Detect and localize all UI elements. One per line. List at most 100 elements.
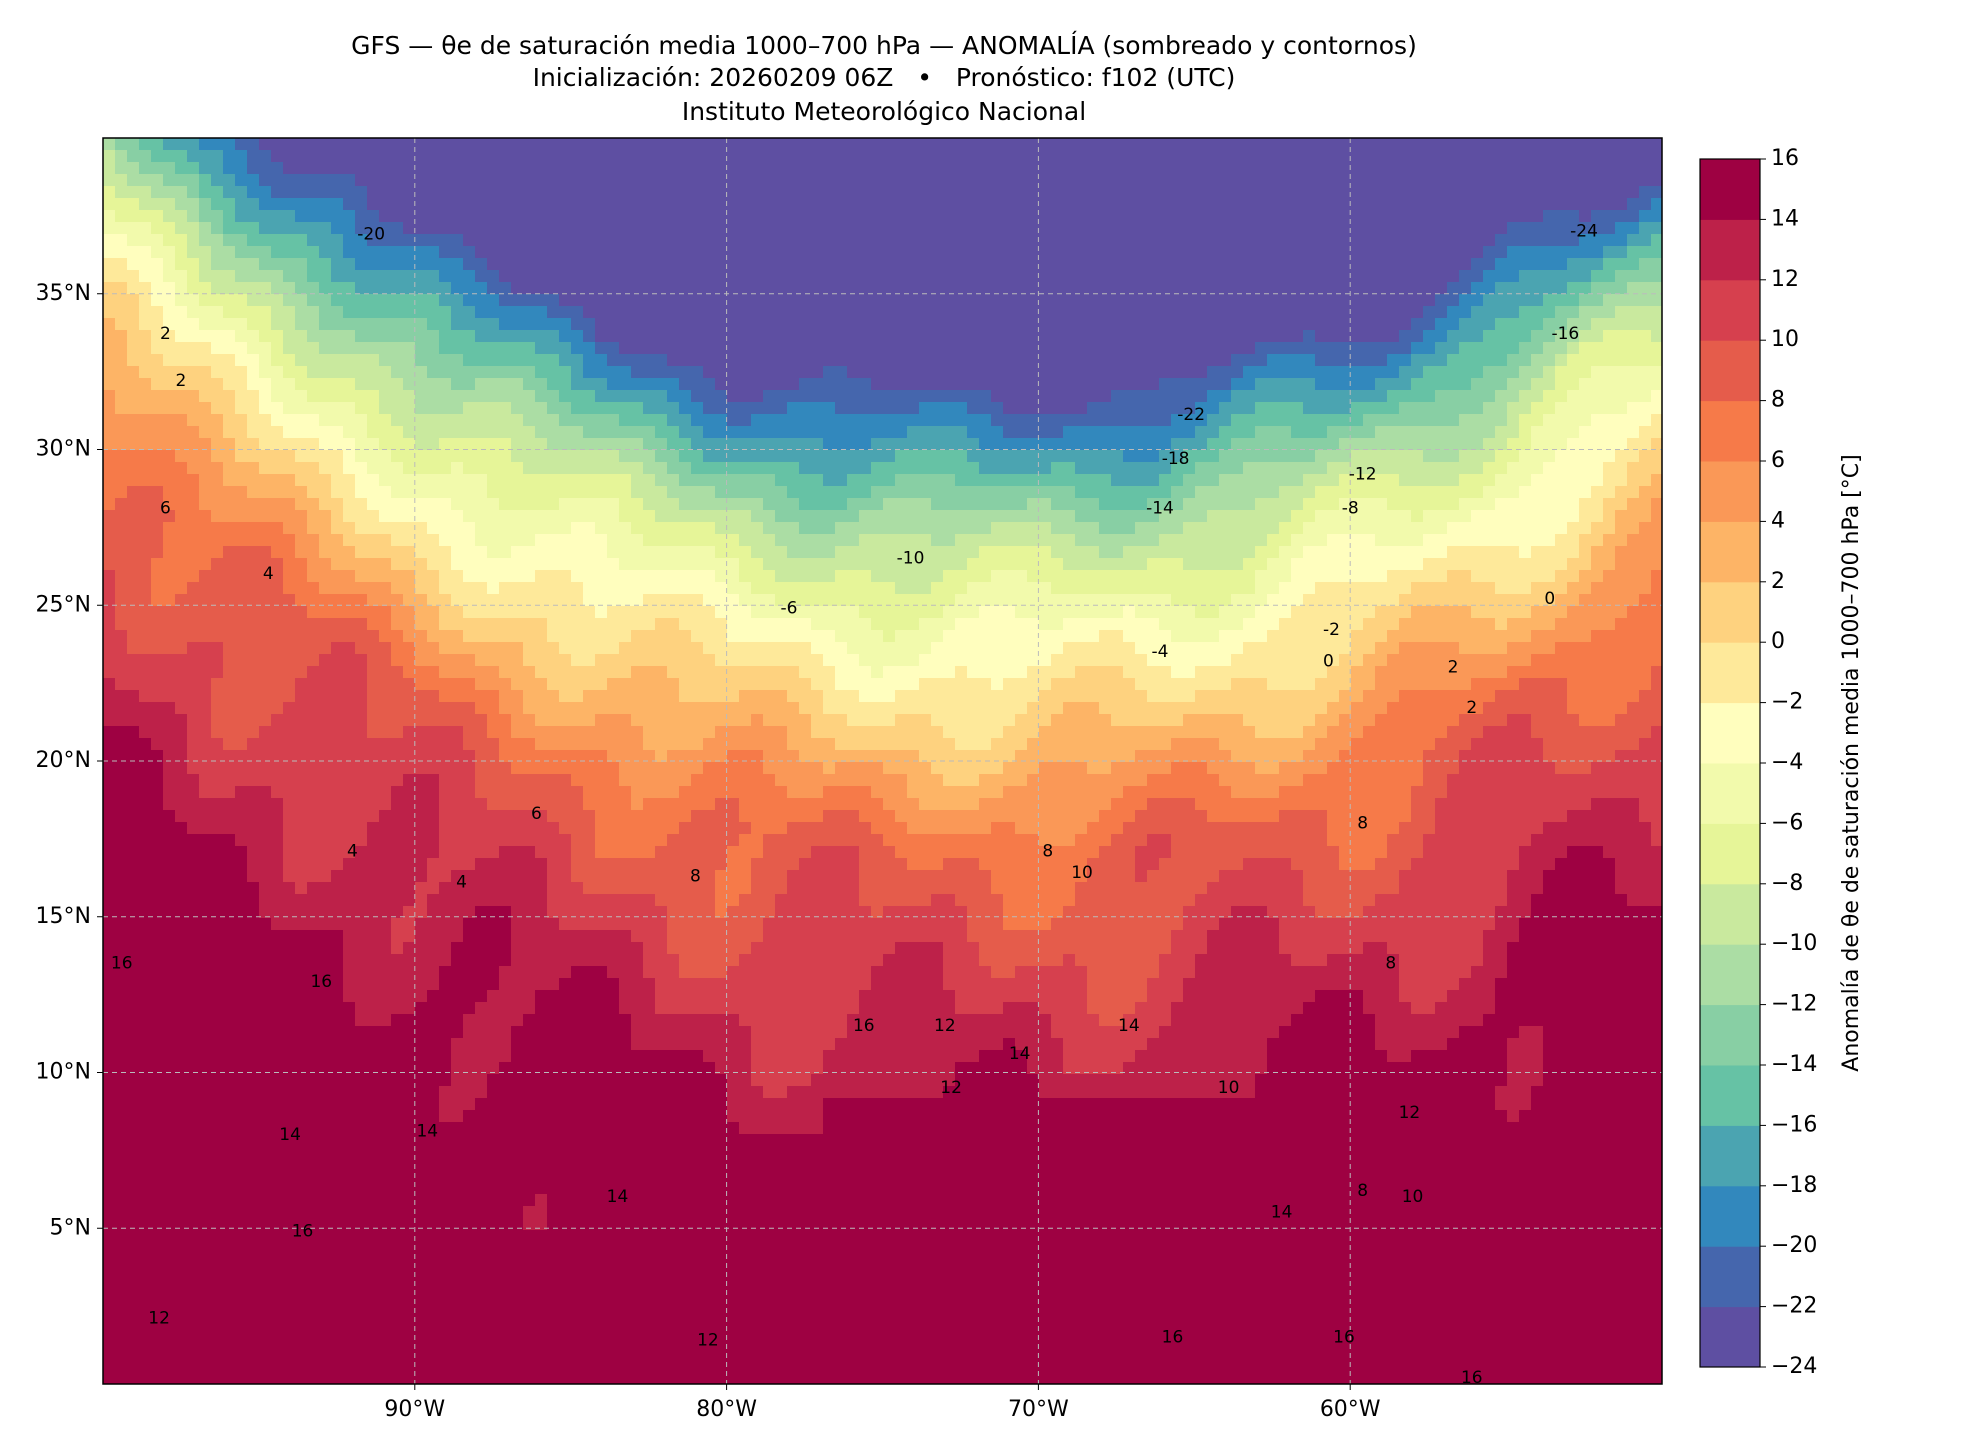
- y-tick-label: 10°N: [36, 1060, 91, 1085]
- contour-label: 16: [111, 953, 133, 973]
- contour-label: 6: [160, 499, 171, 519]
- contour-label: -4: [1152, 642, 1169, 662]
- y-tick-label: 15°N: [36, 904, 91, 929]
- colorbar-swatch: [1700, 1185, 1760, 1247]
- colorbar-swatch: [1700, 581, 1760, 643]
- y-tick-label: 20°N: [36, 748, 91, 773]
- colorbar-tick-label: 8: [1771, 388, 1785, 413]
- colorbar-swatch: [1700, 219, 1760, 281]
- contour-label: 8: [690, 866, 701, 886]
- contour-label: 14: [1118, 1016, 1140, 1036]
- contour-label: 16: [1162, 1327, 1184, 1347]
- colorbar-swatch: [1700, 642, 1760, 704]
- contour-label: 10: [1402, 1187, 1424, 1207]
- colorbar-tick-label: −16: [1771, 1112, 1817, 1137]
- field: [103, 138, 1662, 1384]
- x-tick-label: 80°W: [696, 1397, 757, 1422]
- colorbar-swatch: [1700, 883, 1760, 945]
- contour-label: 8: [1357, 813, 1368, 833]
- colorbar-swatch: [1700, 1125, 1760, 1187]
- colorbar-tick-label: −4: [1771, 750, 1803, 775]
- contour-label: -16: [1551, 324, 1579, 344]
- contour-label: 14: [607, 1187, 629, 1207]
- shading: [163, 138, 1662, 486]
- colorbar-tick-label: −18: [1771, 1173, 1817, 1198]
- colorbar-tick-label: 14: [1771, 206, 1799, 231]
- colorbar-tick-label: 6: [1771, 448, 1785, 473]
- colorbar-tick-label: −6: [1771, 810, 1803, 835]
- contour-label: 10: [1071, 863, 1093, 883]
- contour-label: 4: [347, 841, 358, 861]
- contour-label: 16: [1333, 1327, 1355, 1347]
- contour-label: 2: [1448, 658, 1459, 678]
- colorbar-swatch: [1700, 279, 1760, 341]
- contour-label: -20: [357, 225, 385, 245]
- shading: [199, 138, 1662, 462]
- y-tick-label: 25°N: [36, 592, 91, 617]
- contour-label: -6: [780, 598, 797, 618]
- contour-label: 14: [416, 1122, 438, 1142]
- y-tick-label: 5°N: [50, 1215, 91, 1240]
- shading: [103, 210, 1662, 678]
- colorbar-tick-label: −10: [1771, 931, 1817, 956]
- x-tick-label: 70°W: [1008, 1397, 1069, 1422]
- colorbar-swatch: [1700, 400, 1760, 462]
- contour-label: -10: [897, 549, 925, 569]
- colorbar-tick-label: 12: [1771, 267, 1799, 292]
- title: GFS — θe de saturación media 1000–700 hP…: [351, 31, 1417, 60]
- contour-label: 14: [279, 1125, 301, 1145]
- x-tick-label: 60°W: [1320, 1397, 1381, 1422]
- contour-label: 10: [1218, 1078, 1240, 1098]
- contour-label: 4: [456, 872, 467, 892]
- contour-label: 12: [940, 1078, 962, 1098]
- shading: [103, 726, 1662, 1384]
- contour-label: 0: [1544, 589, 1555, 609]
- contour-label: 2: [176, 371, 187, 391]
- contour-label: -14: [1146, 499, 1174, 519]
- contour-label: 14: [1009, 1044, 1031, 1064]
- contour-label: 16: [292, 1221, 314, 1241]
- contour-label: -2: [1323, 620, 1340, 640]
- institution: Instituto Meteorológico Nacional: [682, 97, 1086, 126]
- contour-label: 16: [1461, 1368, 1483, 1388]
- colorbar-swatch: [1700, 1065, 1760, 1126]
- colorbar-tick-label: 10: [1771, 327, 1799, 352]
- colorbar-tick-label: −8: [1771, 871, 1803, 896]
- colorbar-tick-label: −2: [1771, 690, 1803, 715]
- colorbar: 16 14 12 10 8 6 4 2 0 −2 −4 −6 −8 −10 −12 −14 −16 −18 −20 −…: [1699, 146, 1817, 1379]
- contour-label: 12: [934, 1016, 956, 1036]
- contour-label: 4: [263, 564, 274, 584]
- contour-label: -24: [1570, 221, 1598, 241]
- shading: [259, 138, 1662, 414]
- colorbar-swatch: [1700, 1306, 1760, 1368]
- colorbar-tick-label: −12: [1771, 992, 1817, 1017]
- contour-label: -22: [1177, 405, 1205, 425]
- contour-label: 12: [697, 1330, 719, 1350]
- colorbar-swatch: [1700, 1246, 1760, 1308]
- contour-label: 16: [853, 1016, 875, 1036]
- y-tick-label: 35°N: [36, 281, 91, 306]
- contour-label: 8: [1042, 841, 1053, 861]
- contour-label: 12: [148, 1309, 170, 1329]
- shading: [103, 450, 1662, 930]
- colorbar-swatch: [1700, 159, 1760, 220]
- colorbar-swatch: [1700, 944, 1760, 1006]
- shading: [115, 138, 1662, 534]
- colorbar-tick-label: 16: [1771, 146, 1799, 171]
- colorbar-tick-label: 4: [1771, 508, 1785, 533]
- contour-label: 2: [1466, 698, 1477, 718]
- contour-label: 8: [1357, 1181, 1368, 1201]
- colorbar-swatch: [1700, 823, 1760, 885]
- colorbar-swatch: [1700, 702, 1760, 764]
- contour-label: 0: [1323, 651, 1334, 671]
- subtitle: Inicialización: 20260209 06Z • Pronóstic…: [533, 63, 1236, 92]
- shading: [103, 234, 1662, 702]
- contour-label: 8: [1385, 953, 1396, 973]
- colorbar-swatch: [1700, 1004, 1760, 1066]
- contour-label: -8: [1342, 499, 1359, 519]
- x-tick-label: 90°W: [384, 1397, 445, 1422]
- colorbar-swatch: [1700, 763, 1760, 824]
- contour-label: -12: [1349, 464, 1377, 484]
- contour-label: 14: [1271, 1203, 1293, 1223]
